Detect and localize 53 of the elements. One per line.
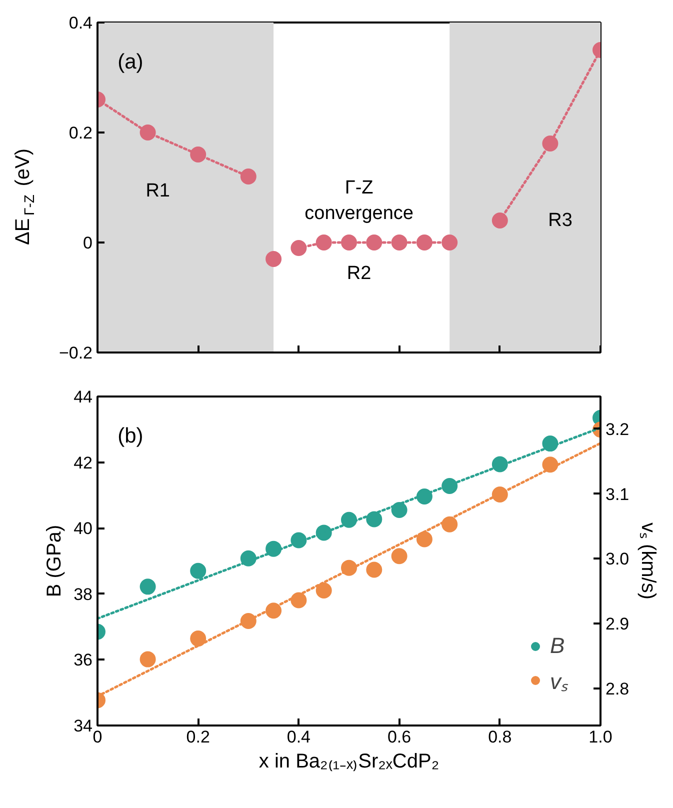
y-tick-label: 36	[74, 650, 93, 670]
point	[140, 651, 156, 668]
point	[366, 234, 382, 250]
annotation: (a)	[118, 50, 144, 74]
annotation: R3	[548, 210, 572, 231]
legend-label: vₛ	[550, 668, 569, 695]
x-tick-label: 1.0	[588, 728, 612, 746]
y-tick-label: 34	[74, 716, 93, 736]
y-tick-label: 40	[74, 519, 93, 538]
point	[341, 234, 357, 250]
point	[240, 168, 256, 184]
point	[190, 562, 206, 579]
point	[290, 240, 307, 256]
point	[190, 146, 206, 162]
y2-tick-label: 3.0	[606, 550, 630, 569]
point	[266, 251, 282, 267]
x-axis-title: x in Ba₂₍₁₋ₓ₎Sr₂ₓCdP₂	[258, 750, 440, 772]
x-tick-label: 0.8	[488, 728, 512, 746]
point	[492, 212, 508, 228]
y2-tick-label: 3.2	[606, 420, 630, 439]
point	[316, 234, 332, 250]
x-tick-label: 0.2	[186, 728, 210, 746]
y2-tick-label: 2.8	[606, 680, 630, 699]
y-tick-label: −0.2	[58, 344, 92, 362]
point	[140, 124, 156, 140]
y-tick-label: 0.2	[68, 124, 93, 142]
y-tick-label: 44	[74, 388, 93, 406]
point	[316, 582, 332, 599]
y2-tick-label: 3.1	[606, 484, 630, 504]
y2-tick-label: 2.9	[606, 614, 630, 634]
point	[416, 531, 432, 548]
y-axis-title: ΔEΓ-Z (eV)	[12, 148, 37, 246]
point	[442, 234, 458, 250]
point	[542, 136, 558, 152]
legend-label: B	[550, 633, 566, 659]
x-tick-label: 0.4	[286, 728, 311, 746]
point	[140, 578, 156, 595]
y2-axis-title: vₛ (km/s)	[637, 522, 660, 600]
y-tick-label: 0.4	[68, 14, 93, 32]
y-tick-label: 38	[74, 584, 93, 604]
annotation: R2	[346, 262, 372, 284]
annotation: R1	[146, 180, 170, 202]
point	[391, 234, 408, 250]
point	[416, 234, 432, 250]
annotation: Γ-Z convergence	[304, 178, 414, 224]
point	[391, 548, 408, 564]
y-tick-label: 42	[74, 453, 93, 472]
point	[190, 630, 206, 647]
x-tick-label: 0.6	[387, 728, 412, 746]
y-axis-title: B (GPa)	[44, 524, 66, 598]
annotation: (b)	[118, 424, 144, 448]
y-tick-label: 0	[83, 234, 93, 252]
point	[366, 562, 382, 578]
